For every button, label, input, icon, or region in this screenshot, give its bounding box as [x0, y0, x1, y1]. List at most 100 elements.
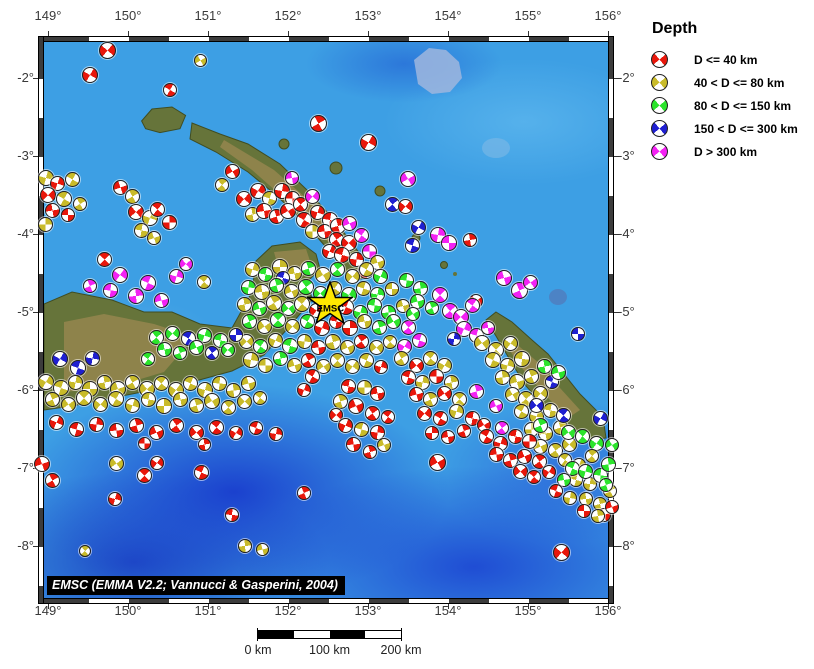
- focal-mechanism-beachball: [398, 199, 414, 215]
- focal-mechanism-beachball: [339, 340, 355, 356]
- focal-mechanism-beachball: [162, 214, 178, 230]
- focal-mechanism-beachball: [156, 397, 172, 414]
- focal-mechanism-beachball: [416, 405, 432, 421]
- focal-mechanism-beachball: [226, 382, 242, 398]
- lon-tick-label-bottom: 152°: [274, 603, 302, 618]
- focal-mechanism-beachball: [197, 438, 211, 452]
- lon-tickmark: [48, 604, 49, 609]
- lat-tickmark: [614, 234, 619, 235]
- focal-mechanism-beachball: [108, 423, 124, 439]
- lat-tickmark: [33, 546, 38, 547]
- focal-mechanism-beachball: [140, 275, 156, 292]
- lon-tick-label-top: 155°: [514, 8, 542, 23]
- lon-tick-label-bottom: 155°: [514, 603, 542, 618]
- focal-mechanism-beachball: [148, 424, 164, 440]
- focal-mechanism-beachball: [102, 282, 118, 298]
- focal-mechanism-beachball: [371, 320, 387, 336]
- focal-mechanism-beachball: [285, 318, 301, 334]
- focal-mechanism-beachball: [310, 340, 326, 356]
- focal-mechanism-beachball: [346, 437, 362, 453]
- lon-tickmark: [608, 604, 609, 609]
- focal-mechanism-beachball: [188, 340, 204, 356]
- focal-mechanism-beachball: [78, 544, 91, 557]
- focal-mechanism-beachball: [255, 543, 269, 557]
- focal-mechanism-beachball: [224, 164, 240, 180]
- focal-mechanism-beachball: [536, 359, 552, 375]
- focal-mechanism-beachball: [329, 408, 343, 422]
- lat-tick-label-right: -2°: [618, 70, 635, 85]
- focal-mechanism-beachball: [249, 420, 263, 435]
- focal-mechanism-beachball: [154, 376, 170, 392]
- lon-tick-label-bottom: 156°: [594, 603, 622, 618]
- emsc-star-icon: [307, 280, 354, 325]
- focal-mechanism-beachball: [522, 274, 538, 290]
- focal-mechanism-beachball: [124, 189, 140, 205]
- lat-tickmark: [614, 468, 619, 469]
- focal-mechanism-beachball: [332, 394, 348, 410]
- focal-mechanism-beachball: [550, 365, 566, 381]
- focal-mechanism-beachball: [355, 281, 371, 297]
- focal-mechanism-beachball: [338, 417, 354, 433]
- focal-mechanism-beachball: [108, 492, 123, 507]
- focal-mechanism-beachball: [330, 352, 346, 368]
- focal-mechanism-beachball: [140, 391, 156, 407]
- focal-mechanism-beachball: [358, 262, 374, 278]
- focal-mechanism-beachball: [349, 251, 365, 267]
- attribution-box: EMSC (EMMA V2.2; Vannucci & Gasperini, 2…: [47, 576, 345, 595]
- lat-tick-label-left: -6°: [17, 382, 34, 397]
- focal-mechanism-beachball: [344, 359, 360, 375]
- focal-mechanism-beachball: [557, 472, 571, 487]
- focal-mechanism-beachball: [124, 398, 140, 414]
- focal-mechanism-beachball: [324, 333, 341, 350]
- lon-tickmark: [448, 604, 449, 609]
- focal-mechanism-beachball: [504, 387, 520, 403]
- focal-mechanism-beachball: [188, 398, 204, 414]
- focal-mechanism-beachball: [600, 456, 616, 472]
- lat-tickmark: [614, 390, 619, 391]
- focal-mechanism-beachball: [188, 424, 204, 440]
- focal-mechanism-beachball: [211, 376, 227, 392]
- focal-mechanism-beachball: [205, 345, 219, 360]
- focal-mechanism-beachball: [448, 404, 464, 420]
- focal-mechanism-beachball: [221, 342, 235, 357]
- focal-mechanism-beachball: [154, 292, 170, 308]
- focal-mechanism-beachball: [512, 464, 528, 480]
- lon-tickmark: [208, 604, 209, 609]
- focal-mechanism-beachball: [64, 171, 80, 187]
- focal-mechanism-beachball: [215, 177, 230, 192]
- lon-tick-label-bottom: 154°: [434, 603, 462, 618]
- focal-mechanism-beachball: [354, 228, 370, 244]
- lon-tickmark: [608, 31, 609, 36]
- focal-mechanism-beachball: [243, 352, 260, 369]
- focal-mechanism-beachball: [148, 329, 164, 345]
- lon-tick-label-top: 151°: [194, 8, 222, 23]
- focal-mechanism-beachball: [440, 235, 457, 252]
- focal-mechanism-beachball: [88, 416, 104, 432]
- focal-mechanism-beachball: [98, 41, 116, 59]
- focal-mechanism-beachball: [258, 267, 274, 283]
- focal-mechanism-beachball: [400, 171, 416, 188]
- focal-mechanism-beachball: [272, 351, 288, 367]
- focal-mechanism-beachball: [592, 410, 608, 426]
- focal-mechanism-beachball: [297, 279, 314, 296]
- lat-tickmark: [33, 390, 38, 391]
- focal-mechanism-beachball: [357, 313, 373, 329]
- focal-mechanism-beachball: [240, 279, 256, 295]
- focal-mechanism-beachball: [432, 286, 448, 303]
- lat-tickmark: [614, 546, 619, 547]
- focal-mechanism-beachball: [570, 326, 585, 341]
- lon-tickmark: [368, 31, 369, 36]
- focal-mechanism-beachball: [304, 368, 320, 384]
- focal-mechanism-beachball: [385, 281, 399, 296]
- focal-mechanism-beachball: [301, 352, 317, 368]
- focal-mechanism-beachball: [128, 288, 144, 305]
- depth-legend: Depth D <= 40 km 40 < D <= 80 km 80 < D <=…: [650, 20, 798, 163]
- focal-mechanism-beachball: [523, 368, 539, 384]
- scale-bar-end-tick: [401, 628, 402, 641]
- focal-mechanism-beachball: [495, 420, 510, 435]
- scale-bar-segment: [329, 631, 366, 638]
- focal-mechanism-beachball: [555, 407, 571, 423]
- focal-mechanism-beachball: [437, 385, 453, 401]
- lon-tickmark: [128, 604, 129, 609]
- lat-tickmark: [33, 156, 38, 157]
